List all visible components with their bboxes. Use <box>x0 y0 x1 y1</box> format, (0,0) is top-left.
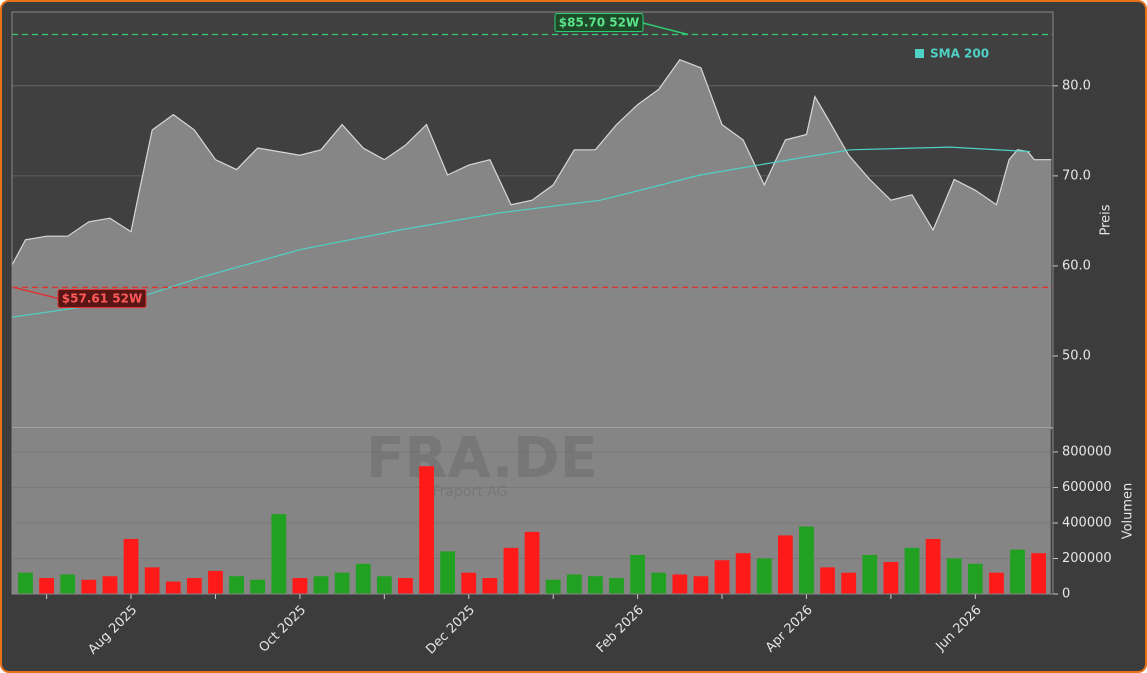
volume-bar <box>1010 549 1025 594</box>
volume-bar <box>229 576 244 594</box>
y-tick-label: 400000 <box>1062 515 1112 530</box>
price-area <box>12 59 1052 428</box>
volume-bar <box>334 572 350 594</box>
y-tick-label: 70.0 <box>1062 168 1091 183</box>
volume-bar <box>503 547 519 594</box>
annotation-arrow <box>13 286 59 300</box>
volume-bar <box>946 558 962 594</box>
volume-bar <box>250 579 266 594</box>
volume-bar <box>440 551 456 594</box>
y-axis-label: Preis <box>1099 204 1114 235</box>
volume-bar <box>735 553 751 594</box>
volume-bar <box>693 576 709 594</box>
volume-bar <box>165 581 181 594</box>
volume-bar <box>820 567 835 594</box>
volume-bar <box>482 578 498 594</box>
volume-bar <box>398 578 413 594</box>
volume-bar <box>609 578 624 594</box>
volume-bar <box>925 538 941 594</box>
annotation-label: $57.61 52W <box>62 291 142 305</box>
volume-bar <box>355 563 371 594</box>
volume-bar <box>714 560 730 594</box>
volume-bar <box>756 558 772 594</box>
volume-bar <box>102 576 118 594</box>
annotation-label: $85.70 52W <box>559 16 639 30</box>
volume-bar <box>313 576 329 594</box>
watermark: FRA.DE <box>366 426 598 491</box>
volume-bar <box>186 578 202 594</box>
plot-border <box>11 11 1054 595</box>
volume-bar <box>545 579 561 594</box>
volume-bar <box>144 567 160 594</box>
y-tick-label: 200000 <box>1062 551 1112 566</box>
volume-bar <box>566 574 582 594</box>
volume-bar <box>419 466 434 594</box>
y-axis-label: Volumen <box>1121 483 1136 540</box>
volume-bar <box>376 576 392 594</box>
y-tick-label: 0 <box>1062 587 1070 602</box>
volume-bar <box>123 538 139 594</box>
legend-swatch <box>915 49 924 58</box>
volume-bar <box>989 572 1004 594</box>
volume-bar <box>967 563 983 594</box>
volume-bar <box>524 531 540 594</box>
volume-bar <box>588 576 603 594</box>
volume-bar <box>271 514 287 594</box>
watermark-subtitle: Fraport AG <box>433 484 508 500</box>
y-tick-label: 50.0 <box>1062 348 1091 363</box>
volume-bar <box>292 578 308 594</box>
volume-bar <box>777 535 793 594</box>
y-tick-label: 800000 <box>1062 444 1112 459</box>
price-line <box>11 58 1052 266</box>
y-tick-label: 80.0 <box>1062 78 1091 93</box>
annotation-arrow <box>640 21 689 36</box>
volume-bar <box>60 574 76 594</box>
volume-bar <box>883 562 899 594</box>
volume-bar <box>841 572 857 594</box>
volume-bar <box>1031 553 1047 594</box>
volume-bar <box>208 570 223 594</box>
y-tick-label: 60.0 <box>1062 258 1091 273</box>
volume-bar <box>81 579 97 594</box>
annotation-box <box>57 288 147 308</box>
sma-line <box>11 146 1031 318</box>
legend-label: SMA 200 <box>930 47 989 61</box>
volume-bar <box>904 547 920 594</box>
volume-bar <box>461 572 477 594</box>
volume-bar <box>672 574 688 594</box>
volume-bar <box>630 554 646 594</box>
volume-bar <box>651 572 667 594</box>
y-tick-label: 600000 <box>1062 480 1112 495</box>
volume-bar <box>862 554 878 594</box>
volume-bar <box>39 578 55 594</box>
annotation-box <box>554 13 644 33</box>
volume-bar <box>799 526 814 594</box>
volume-bar <box>18 572 33 594</box>
